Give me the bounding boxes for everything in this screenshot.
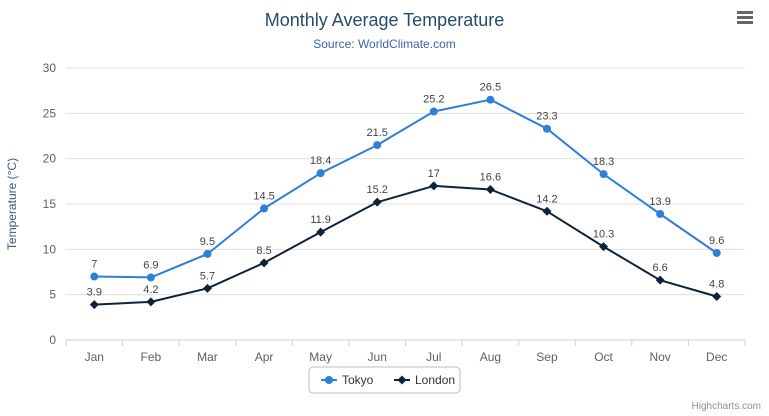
chart-subtitle: Source: WorldClimate.com (313, 37, 456, 51)
data-label: 17 (428, 168, 440, 180)
legend-item-tokyo[interactable]: Tokyo (321, 373, 374, 387)
data-point[interactable] (486, 95, 495, 104)
x-tick-label: Jan (85, 350, 104, 364)
x-tick-label: Feb (141, 350, 162, 364)
legend-label-tokyo: Tokyo (342, 373, 374, 387)
data-label: 13.9 (649, 196, 670, 208)
data-point[interactable] (429, 181, 439, 191)
data-label: 18.4 (310, 155, 331, 167)
data-point[interactable] (656, 209, 665, 218)
data-label: 4.8 (709, 278, 724, 290)
data-point[interactable] (599, 170, 608, 179)
data-point[interactable] (260, 204, 269, 213)
data-point[interactable] (146, 297, 156, 307)
data-label: 15.2 (366, 184, 387, 196)
y-tick-label: 30 (43, 61, 57, 75)
data-label: 18.3 (593, 156, 614, 168)
y-tick-label: 15 (43, 197, 57, 211)
data-point[interactable] (712, 248, 721, 257)
data-point[interactable] (316, 169, 325, 178)
y-tick-label: 20 (43, 152, 57, 166)
data-label: 6.6 (652, 262, 667, 274)
x-axis-labels: Jan Feb Mar Apr May Jun Jul Aug Sep Oct Nov Dec (85, 350, 728, 364)
y-tick-label: 5 (49, 288, 56, 302)
data-label: 10.3 (593, 229, 614, 241)
gridlines (66, 67, 745, 341)
data-label: 6.9 (143, 259, 158, 271)
series-london: 3.9 4.2 5.7 8.5 11.9 15.2 17 16.6 14.2 10.3 6.6 4.8 (87, 168, 724, 310)
data-point[interactable] (203, 249, 212, 258)
data-point[interactable] (712, 291, 722, 301)
data-label: 7 (91, 259, 97, 271)
x-tick-label: Dec (706, 350, 727, 364)
credits-link[interactable]: Highcharts.com (692, 401, 761, 412)
data-label: 9.6 (709, 235, 724, 247)
y-axis-labels: 0 5 10 15 20 25 30 (43, 61, 57, 347)
data-label: 26.5 (480, 82, 501, 94)
series-line (94, 98, 718, 279)
legend-box (308, 366, 461, 394)
data-point[interactable] (89, 300, 99, 310)
data-point[interactable] (202, 283, 212, 293)
context-menu-button[interactable] (731, 6, 759, 30)
london-legend-diamond-marker-icon (397, 375, 407, 385)
data-point[interactable] (146, 273, 155, 282)
data-point[interactable] (316, 227, 326, 237)
data-point[interactable] (373, 141, 382, 150)
data-label: 3.9 (87, 287, 102, 299)
plot-area: 0 5 10 15 20 25 30 Jan Feb Mar Apr May Jun Jul Aug Sep O… (43, 61, 746, 364)
data-label: 14.2 (536, 193, 557, 205)
data-point[interactable] (429, 107, 438, 116)
data-point[interactable] (542, 124, 551, 133)
x-tick-label: Jul (426, 350, 441, 364)
data-label: 4.2 (143, 284, 158, 296)
data-point[interactable] (90, 272, 99, 281)
data-label: 21.5 (366, 127, 387, 139)
y-axis-title: Temperature (°C) (5, 158, 19, 250)
data-point[interactable] (599, 242, 609, 252)
legend-label-london: London (415, 373, 455, 387)
data-point[interactable] (655, 275, 665, 285)
data-label: 9.5 (200, 236, 215, 248)
tokyo-legend-circle-marker-icon (325, 376, 333, 384)
data-point[interactable] (372, 197, 382, 207)
x-tick-label: Apr (255, 350, 274, 364)
series-line (94, 184, 717, 306)
x-tick-label: Aug (480, 350, 501, 364)
data-label: 8.5 (256, 245, 271, 257)
y-tick-label: 10 (43, 242, 57, 256)
x-tick-label: Nov (649, 350, 670, 364)
series-tokyo: 7 6.9 9.5 14.5 18.4 21.5 25.2 26.5 23.3 18.3 13.9 9… (90, 82, 724, 282)
data-point[interactable] (542, 206, 552, 216)
data-label: 23.3 (536, 111, 557, 123)
data-label: 11.9 (310, 214, 331, 226)
data-label: 5.7 (200, 270, 215, 282)
x-tick-label: Sep (536, 350, 558, 364)
hamburger-menu-icon (737, 11, 753, 24)
y-tick-label: 25 (43, 106, 57, 120)
x-tick-label: Oct (594, 350, 613, 364)
data-label: 14.5 (253, 191, 274, 203)
x-tick-label: May (309, 350, 332, 364)
x-tick-label: Jun (368, 350, 387, 364)
y-tick-label: 0 (49, 333, 56, 347)
legend-item-london[interactable]: London (394, 373, 455, 387)
x-axis (65, 339, 746, 346)
x-tick-label: Mar (197, 350, 218, 364)
legend: Tokyo London (308, 366, 461, 394)
chart-title: Monthly Average Temperature (265, 10, 504, 30)
data-label: 25.2 (423, 94, 444, 106)
data-label: 16.6 (480, 171, 501, 183)
data-point[interactable] (259, 258, 269, 268)
data-point[interactable] (485, 184, 495, 194)
